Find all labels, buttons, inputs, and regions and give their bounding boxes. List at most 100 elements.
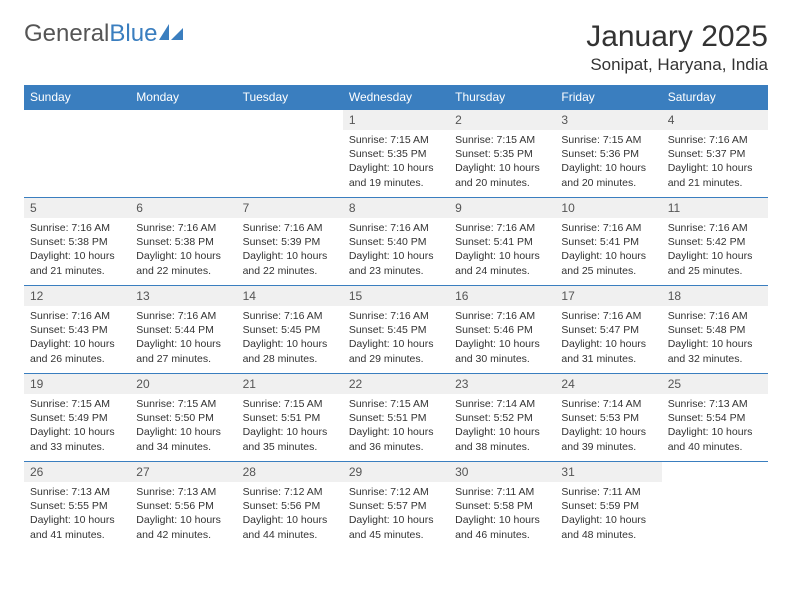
day-number: 5 (24, 198, 130, 218)
day-number: 24 (555, 374, 661, 394)
calendar-day-cell: 28Sunrise: 7:12 AMSunset: 5:56 PMDayligh… (237, 462, 343, 550)
weekday-header-row: Sunday Monday Tuesday Wednesday Thursday… (24, 85, 768, 110)
calendar-day-cell: 6Sunrise: 7:16 AMSunset: 5:38 PMDaylight… (130, 198, 236, 286)
day-number: 4 (662, 110, 768, 130)
day-details: Sunrise: 7:16 AMSunset: 5:45 PMDaylight:… (343, 306, 449, 370)
day-details: Sunrise: 7:16 AMSunset: 5:40 PMDaylight:… (343, 218, 449, 282)
calendar-week-row: 26Sunrise: 7:13 AMSunset: 5:55 PMDayligh… (24, 462, 768, 550)
calendar-day-cell: 10Sunrise: 7:16 AMSunset: 5:41 PMDayligh… (555, 198, 661, 286)
day-number: 22 (343, 374, 449, 394)
calendar-table: Sunday Monday Tuesday Wednesday Thursday… (24, 85, 768, 550)
day-details: Sunrise: 7:15 AMSunset: 5:35 PMDaylight:… (343, 130, 449, 194)
day-details: Sunrise: 7:13 AMSunset: 5:54 PMDaylight:… (662, 394, 768, 458)
calendar-day-cell: 21Sunrise: 7:15 AMSunset: 5:51 PMDayligh… (237, 374, 343, 462)
day-details: Sunrise: 7:15 AMSunset: 5:36 PMDaylight:… (555, 130, 661, 194)
day-details: Sunrise: 7:15 AMSunset: 5:35 PMDaylight:… (449, 130, 555, 194)
day-details: Sunrise: 7:16 AMSunset: 5:48 PMDaylight:… (662, 306, 768, 370)
title-block: January 2025 Sonipat, Haryana, India (586, 20, 768, 75)
day-details: Sunrise: 7:16 AMSunset: 5:42 PMDaylight:… (662, 218, 768, 282)
day-number: 28 (237, 462, 343, 482)
day-number: 26 (24, 462, 130, 482)
day-number: 10 (555, 198, 661, 218)
day-details: Sunrise: 7:16 AMSunset: 5:46 PMDaylight:… (449, 306, 555, 370)
calendar-day-cell (237, 110, 343, 198)
day-details: Sunrise: 7:15 AMSunset: 5:51 PMDaylight:… (237, 394, 343, 458)
day-details: Sunrise: 7:14 AMSunset: 5:52 PMDaylight:… (449, 394, 555, 458)
calendar-day-cell: 20Sunrise: 7:15 AMSunset: 5:50 PMDayligh… (130, 374, 236, 462)
day-details: Sunrise: 7:11 AMSunset: 5:58 PMDaylight:… (449, 482, 555, 546)
day-number: 17 (555, 286, 661, 306)
calendar-day-cell: 9Sunrise: 7:16 AMSunset: 5:41 PMDaylight… (449, 198, 555, 286)
calendar-day-cell: 4Sunrise: 7:16 AMSunset: 5:37 PMDaylight… (662, 110, 768, 198)
day-details: Sunrise: 7:15 AMSunset: 5:50 PMDaylight:… (130, 394, 236, 458)
day-details: Sunrise: 7:16 AMSunset: 5:47 PMDaylight:… (555, 306, 661, 370)
page-header: GeneralBlue January 2025 Sonipat, Haryan… (24, 20, 768, 75)
calendar-day-cell: 14Sunrise: 7:16 AMSunset: 5:45 PMDayligh… (237, 286, 343, 374)
day-details: Sunrise: 7:16 AMSunset: 5:45 PMDaylight:… (237, 306, 343, 370)
day-details: Sunrise: 7:14 AMSunset: 5:53 PMDaylight:… (555, 394, 661, 458)
logo-sail-icon (159, 22, 185, 47)
location: Sonipat, Haryana, India (586, 55, 768, 75)
calendar-day-cell: 22Sunrise: 7:15 AMSunset: 5:51 PMDayligh… (343, 374, 449, 462)
day-details: Sunrise: 7:16 AMSunset: 5:39 PMDaylight:… (237, 218, 343, 282)
calendar-day-cell: 17Sunrise: 7:16 AMSunset: 5:47 PMDayligh… (555, 286, 661, 374)
day-details: Sunrise: 7:16 AMSunset: 5:38 PMDaylight:… (130, 218, 236, 282)
day-number: 23 (449, 374, 555, 394)
calendar-day-cell: 30Sunrise: 7:11 AMSunset: 5:58 PMDayligh… (449, 462, 555, 550)
day-number: 11 (662, 198, 768, 218)
day-details: Sunrise: 7:12 AMSunset: 5:56 PMDaylight:… (237, 482, 343, 546)
day-details: Sunrise: 7:16 AMSunset: 5:44 PMDaylight:… (130, 306, 236, 370)
calendar-day-cell: 16Sunrise: 7:16 AMSunset: 5:46 PMDayligh… (449, 286, 555, 374)
day-number: 29 (343, 462, 449, 482)
calendar-day-cell: 8Sunrise: 7:16 AMSunset: 5:40 PMDaylight… (343, 198, 449, 286)
day-number: 6 (130, 198, 236, 218)
calendar-day-cell: 7Sunrise: 7:16 AMSunset: 5:39 PMDaylight… (237, 198, 343, 286)
day-number: 14 (237, 286, 343, 306)
day-number: 3 (555, 110, 661, 130)
calendar-day-cell: 13Sunrise: 7:16 AMSunset: 5:44 PMDayligh… (130, 286, 236, 374)
day-number: 2 (449, 110, 555, 130)
calendar-week-row: 12Sunrise: 7:16 AMSunset: 5:43 PMDayligh… (24, 286, 768, 374)
day-details: Sunrise: 7:13 AMSunset: 5:55 PMDaylight:… (24, 482, 130, 546)
calendar-week-row: 1Sunrise: 7:15 AMSunset: 5:35 PMDaylight… (24, 110, 768, 198)
day-number: 15 (343, 286, 449, 306)
day-number: 18 (662, 286, 768, 306)
weekday-header: Thursday (449, 85, 555, 110)
weekday-header: Saturday (662, 85, 768, 110)
logo-text: GeneralBlue (24, 20, 157, 48)
day-details: Sunrise: 7:12 AMSunset: 5:57 PMDaylight:… (343, 482, 449, 546)
day-number: 1 (343, 110, 449, 130)
calendar-day-cell: 26Sunrise: 7:13 AMSunset: 5:55 PMDayligh… (24, 462, 130, 550)
day-details: Sunrise: 7:16 AMSunset: 5:41 PMDaylight:… (449, 218, 555, 282)
day-number: 27 (130, 462, 236, 482)
weekday-header: Wednesday (343, 85, 449, 110)
weekday-header: Sunday (24, 85, 130, 110)
calendar-day-cell: 25Sunrise: 7:13 AMSunset: 5:54 PMDayligh… (662, 374, 768, 462)
day-number: 12 (24, 286, 130, 306)
day-number: 13 (130, 286, 236, 306)
calendar-day-cell: 11Sunrise: 7:16 AMSunset: 5:42 PMDayligh… (662, 198, 768, 286)
day-number: 16 (449, 286, 555, 306)
day-number: 8 (343, 198, 449, 218)
weekday-header: Friday (555, 85, 661, 110)
day-details: Sunrise: 7:13 AMSunset: 5:56 PMDaylight:… (130, 482, 236, 546)
month-title: January 2025 (586, 20, 768, 53)
day-details: Sunrise: 7:11 AMSunset: 5:59 PMDaylight:… (555, 482, 661, 546)
calendar-day-cell (662, 462, 768, 550)
calendar-day-cell: 31Sunrise: 7:11 AMSunset: 5:59 PMDayligh… (555, 462, 661, 550)
calendar-day-cell: 15Sunrise: 7:16 AMSunset: 5:45 PMDayligh… (343, 286, 449, 374)
day-details: Sunrise: 7:16 AMSunset: 5:41 PMDaylight:… (555, 218, 661, 282)
calendar-day-cell: 24Sunrise: 7:14 AMSunset: 5:53 PMDayligh… (555, 374, 661, 462)
day-number: 25 (662, 374, 768, 394)
calendar-day-cell: 29Sunrise: 7:12 AMSunset: 5:57 PMDayligh… (343, 462, 449, 550)
calendar-day-cell: 23Sunrise: 7:14 AMSunset: 5:52 PMDayligh… (449, 374, 555, 462)
calendar-day-cell: 5Sunrise: 7:16 AMSunset: 5:38 PMDaylight… (24, 198, 130, 286)
calendar-day-cell: 3Sunrise: 7:15 AMSunset: 5:36 PMDaylight… (555, 110, 661, 198)
calendar-day-cell: 2Sunrise: 7:15 AMSunset: 5:35 PMDaylight… (449, 110, 555, 198)
day-number: 20 (130, 374, 236, 394)
calendar-day-cell (24, 110, 130, 198)
calendar-day-cell: 19Sunrise: 7:15 AMSunset: 5:49 PMDayligh… (24, 374, 130, 462)
day-details: Sunrise: 7:15 AMSunset: 5:51 PMDaylight:… (343, 394, 449, 458)
logo-text-gray: General (24, 20, 109, 47)
day-details: Sunrise: 7:16 AMSunset: 5:38 PMDaylight:… (24, 218, 130, 282)
